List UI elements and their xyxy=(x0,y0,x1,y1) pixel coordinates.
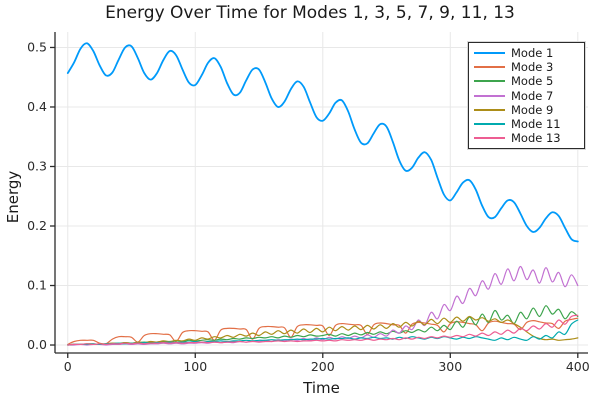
legend-label: Mode 7 xyxy=(511,88,554,103)
chart-title: Energy Over Time for Modes 1, 3, 5, 7, 9… xyxy=(105,3,515,23)
legend-line-swatch xyxy=(474,123,505,126)
y-tick-label: 0.5 xyxy=(27,39,47,54)
legend-line-swatch xyxy=(474,108,505,111)
legend-line-swatch xyxy=(474,94,505,97)
legend-line-swatch xyxy=(474,137,505,140)
y-tick-label: 0.2 xyxy=(27,218,47,233)
legend-entry: Mode 3 xyxy=(474,60,579,74)
x-tick-label: 0 xyxy=(64,359,72,374)
y-tick-label: 0.3 xyxy=(27,158,47,173)
legend-label: Mode 9 xyxy=(511,102,554,117)
legend-line-swatch xyxy=(474,66,505,69)
legend-line-swatch xyxy=(474,80,505,83)
y-tick-label: 0.1 xyxy=(27,278,47,293)
legend-entry: Mode 13 xyxy=(474,131,579,145)
legend-label: Mode 3 xyxy=(511,60,554,75)
y-tick-label: 0.0 xyxy=(27,337,47,352)
legend-entry: Mode 1 xyxy=(474,46,579,60)
legend-entry: Mode 11 xyxy=(474,117,579,131)
x-tick-label: 300 xyxy=(438,359,462,374)
series-line-mode-13 xyxy=(67,314,579,346)
legend-entry: Mode 5 xyxy=(474,74,579,88)
series-line-mode-9 xyxy=(67,315,579,346)
legend-entry: Mode 9 xyxy=(474,103,579,117)
legend: Mode 1 Mode 3 Mode 5 Mode 7 Mode 9 Mode 11 Mod… xyxy=(468,42,585,150)
x-axis-label: Time xyxy=(303,379,340,397)
legend-label: Mode 1 xyxy=(511,46,554,61)
x-tick-label: 200 xyxy=(311,359,335,374)
series-line-mode-1 xyxy=(66,42,579,243)
legend-label: Mode 5 xyxy=(511,74,554,89)
legend-label: Mode 11 xyxy=(511,117,561,132)
series-line-mode-3 xyxy=(67,317,579,345)
y-tick-label: 0.4 xyxy=(27,99,47,114)
legend-label: Mode 13 xyxy=(511,131,561,146)
legend-line-swatch xyxy=(474,52,505,55)
legend-entry: Mode 7 xyxy=(474,89,579,103)
x-tick-label: 100 xyxy=(183,359,207,374)
x-tick-label: 400 xyxy=(566,359,590,374)
